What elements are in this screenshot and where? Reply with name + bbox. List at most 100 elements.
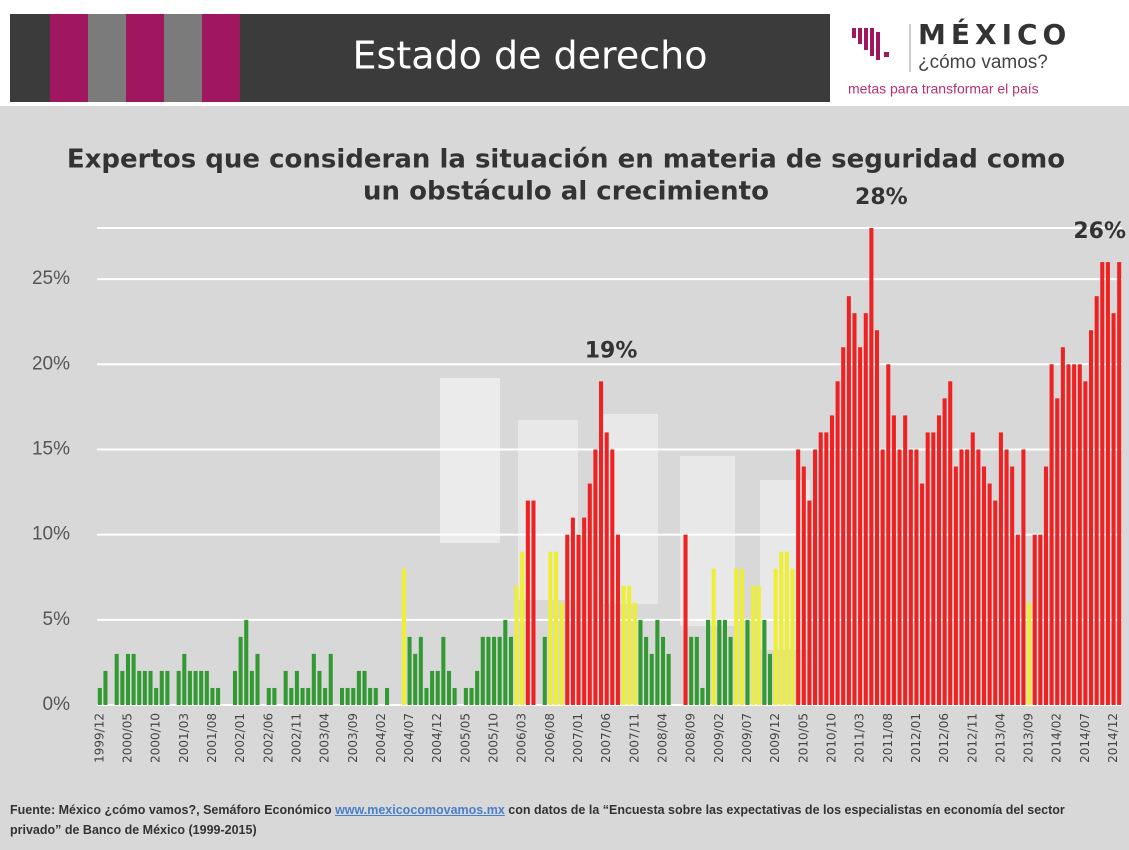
bar <box>193 670 198 705</box>
bar <box>987 483 992 705</box>
bar <box>1004 449 1009 705</box>
bar <box>925 432 930 705</box>
bar <box>570 517 575 705</box>
x-tick-label: 2000/05 <box>120 713 134 763</box>
bar <box>249 670 254 705</box>
bar <box>148 670 153 705</box>
bar <box>813 449 818 705</box>
bar <box>317 670 322 705</box>
bar <box>373 687 378 705</box>
bar <box>475 670 480 705</box>
bar <box>1066 364 1071 705</box>
bar <box>531 500 536 705</box>
data-label: 26% <box>1073 219 1126 244</box>
bar <box>125 653 131 705</box>
x-tick-label: 2014/07 <box>1078 713 1092 763</box>
bar <box>689 636 694 705</box>
x-tick-label: 2007/11 <box>627 713 641 763</box>
bar <box>942 398 947 705</box>
x-tick-label: 1999/12 <box>92 713 106 763</box>
x-tick-label: 2012/01 <box>909 713 923 763</box>
bar <box>1083 381 1088 705</box>
bar <box>734 568 739 705</box>
bar <box>576 534 581 705</box>
bar <box>717 619 722 705</box>
bar <box>886 364 891 705</box>
bar <box>542 636 547 705</box>
bar <box>441 636 446 705</box>
bar <box>199 670 204 705</box>
bar <box>492 636 497 705</box>
x-tick-label: 2013/09 <box>1022 713 1036 763</box>
bar <box>587 483 592 705</box>
bar <box>610 449 615 705</box>
bar <box>407 636 412 705</box>
bar <box>514 585 519 705</box>
x-tick-label: 2004/02 <box>374 713 388 763</box>
bar <box>835 381 840 705</box>
x-tick-label: 2012/06 <box>937 713 951 763</box>
bar <box>903 415 908 705</box>
x-tick-label: 2004/07 <box>402 713 416 763</box>
bar <box>762 619 767 705</box>
bar <box>1010 466 1015 705</box>
source-link[interactable]: www.mexicocomovamos.mx <box>335 803 505 817</box>
bar <box>863 313 868 705</box>
bar <box>345 687 350 705</box>
y-tick-label: 25% <box>32 268 70 289</box>
x-tick-label: 2013/04 <box>993 713 1007 763</box>
bar <box>182 653 187 705</box>
x-tick-label: 2012/11 <box>965 713 979 763</box>
bar <box>604 432 609 705</box>
bar <box>323 687 328 705</box>
x-tick-label: 2009/12 <box>768 713 782 763</box>
bar <box>965 449 970 705</box>
bar <box>694 636 699 705</box>
bar <box>880 449 885 705</box>
bar <box>722 619 727 705</box>
decoration <box>680 456 735 626</box>
bar <box>1105 262 1110 705</box>
x-tick-label: 2002/01 <box>233 713 247 763</box>
bar <box>413 653 418 705</box>
bar <box>306 687 311 705</box>
bar <box>1021 449 1026 705</box>
bar <box>137 670 142 705</box>
bar <box>706 619 711 705</box>
bar <box>103 670 108 705</box>
bar <box>801 466 806 705</box>
x-tick-label: 2007/06 <box>599 713 613 763</box>
bar <box>559 602 564 705</box>
decoration <box>440 378 500 543</box>
bar <box>508 636 513 705</box>
bar <box>328 653 333 705</box>
x-tick-label: 2009/02 <box>712 713 726 763</box>
bar <box>131 653 136 705</box>
bar <box>683 534 688 705</box>
x-tick-label: 2003/09 <box>346 713 360 763</box>
bar <box>362 670 367 705</box>
bar <box>1100 262 1105 705</box>
x-tick-label: 2014/12 <box>1106 713 1120 763</box>
bar <box>1088 330 1094 705</box>
bar <box>841 347 846 705</box>
bar <box>649 653 654 705</box>
bar <box>644 636 649 705</box>
bar <box>1055 398 1060 705</box>
bar <box>767 653 773 705</box>
stripe <box>126 14 164 102</box>
bar <box>1111 313 1116 705</box>
bar <box>300 687 305 705</box>
bar <box>931 432 936 705</box>
bar <box>790 568 795 705</box>
bar <box>807 500 812 705</box>
bar <box>632 602 637 705</box>
bar <box>1094 296 1099 705</box>
x-tick-label: 2006/03 <box>515 713 529 763</box>
x-tick-label: 2004/12 <box>430 713 444 763</box>
bar <box>655 619 660 705</box>
bar <box>751 585 756 705</box>
bar <box>565 534 570 705</box>
